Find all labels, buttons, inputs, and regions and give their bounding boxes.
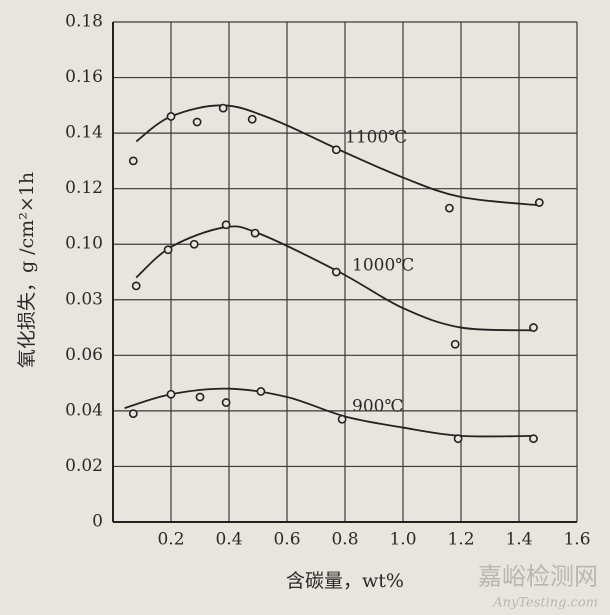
data-point <box>444 203 454 213</box>
x-tick-label: 1.6 <box>563 530 590 550</box>
data-point <box>195 392 205 402</box>
data-point <box>221 220 231 230</box>
data-point <box>218 103 228 113</box>
x-axis-label: 含碳量，wt% <box>286 570 404 592</box>
y-tick-label: 0.12 <box>65 178 103 198</box>
data-point <box>192 117 202 127</box>
y-tick-label: 0.14 <box>65 123 103 143</box>
x-tick-label: 0.2 <box>157 530 184 550</box>
x-tick-label: 0.6 <box>273 530 300 550</box>
fit-curve <box>135 104 540 207</box>
data-point <box>128 409 138 419</box>
y-tick-label: 0.03 <box>65 289 103 309</box>
watermark: AnyTesting.com <box>492 596 598 611</box>
data-point <box>247 114 257 124</box>
data-point <box>331 267 341 277</box>
series-label: 1000℃ <box>352 256 414 276</box>
data-point <box>128 156 138 166</box>
y-axis-label: 氧化损失，g /cm²×1h <box>16 172 38 368</box>
x-tick-label: 1.2 <box>447 530 474 550</box>
series-label: 1100℃ <box>345 128 407 148</box>
y-tick-label: 0 <box>92 512 103 532</box>
data-point <box>221 398 231 407</box>
fit-curve <box>135 225 534 332</box>
data-point <box>189 239 199 249</box>
data-point <box>529 323 538 332</box>
data-point <box>453 434 463 444</box>
x-tick-label: 0.8 <box>331 530 358 550</box>
y-tick-label: 0.10 <box>65 234 103 254</box>
y-tick-label: 0.04 <box>65 400 103 420</box>
series-label: 900℃ <box>352 397 403 417</box>
data-point <box>331 145 341 155</box>
x-tick-label: 0.4 <box>215 530 242 550</box>
data-point <box>131 281 141 291</box>
data-point <box>166 112 176 121</box>
data-point <box>337 414 347 424</box>
data-point <box>250 228 260 238</box>
data-point <box>256 387 266 396</box>
x-tick-label: 1.4 <box>505 530 532 550</box>
data-point <box>529 434 538 444</box>
fit-curve <box>124 387 534 438</box>
data-point <box>166 389 176 399</box>
y-tick-label: 0.18 <box>65 12 103 32</box>
data-point <box>163 245 173 255</box>
watermark: 嘉峪检测网 <box>478 563 598 591</box>
data-point <box>450 339 460 349</box>
y-tick-label: 0.16 <box>65 67 103 87</box>
y-tick-label: 0.06 <box>65 345 103 365</box>
y-tick-label: 0.02 <box>65 456 103 476</box>
x-tick-label: 1.0 <box>389 530 416 550</box>
data-point <box>534 198 544 207</box>
